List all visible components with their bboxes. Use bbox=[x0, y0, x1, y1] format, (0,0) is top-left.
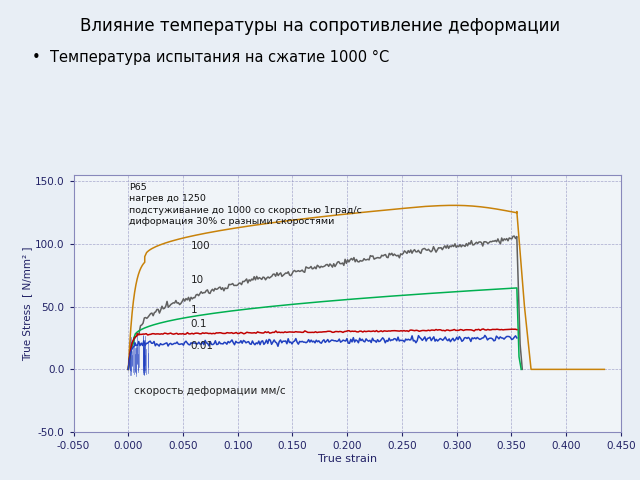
Text: 0.01: 0.01 bbox=[191, 341, 214, 351]
Y-axis label: True Stress  [ N/mm² ]: True Stress [ N/mm² ] bbox=[22, 246, 32, 361]
Text: •  Температура испытания на сжатие 1000 °С: • Температура испытания на сжатие 1000 °… bbox=[32, 50, 389, 65]
Text: 100: 100 bbox=[191, 241, 211, 251]
Text: скорость деформации мм/с: скорость деформации мм/с bbox=[134, 386, 285, 396]
Text: 0.1: 0.1 bbox=[191, 319, 207, 329]
Text: 1: 1 bbox=[191, 305, 197, 315]
X-axis label: True strain: True strain bbox=[317, 454, 377, 464]
Text: Влияние температуры на сопротивление деформации: Влияние температуры на сопротивление деф… bbox=[80, 17, 560, 35]
Text: P65
нагрев до 1250
подстуживание до 1000 со скоростью 1град/с
диформация 30% с р: P65 нагрев до 1250 подстуживание до 1000… bbox=[129, 183, 362, 226]
Text: 10: 10 bbox=[191, 275, 204, 285]
